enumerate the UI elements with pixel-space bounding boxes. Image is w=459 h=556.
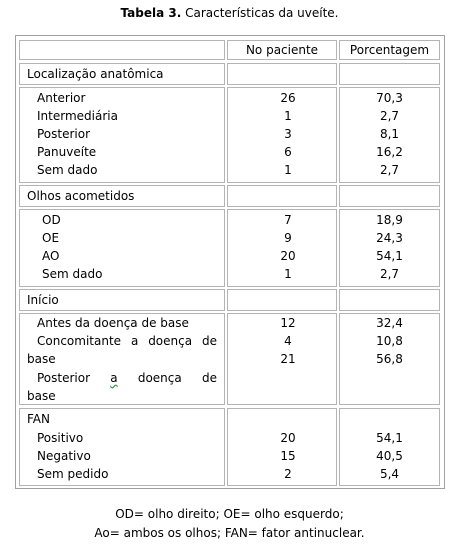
row-label: OD bbox=[42, 213, 61, 227]
row-count: 4 bbox=[284, 334, 292, 348]
row-percent: 16,2 bbox=[376, 145, 403, 159]
row-count: 9 bbox=[284, 231, 292, 245]
section-title-fan: FAN bbox=[27, 412, 50, 426]
word: Concomitante bbox=[37, 334, 122, 348]
row-percent: 70,3 bbox=[376, 91, 403, 105]
table-title-text: Características da uveíte. bbox=[181, 6, 339, 20]
row-count: 20 bbox=[280, 431, 296, 445]
labels-cell-inicio: Antes da doença de base Concomitante a d… bbox=[19, 313, 225, 405]
percent-cell-localizacao: 70,3 2,7 8,1 16,2 2,7 bbox=[339, 87, 440, 183]
row-label: Sem dado bbox=[42, 267, 103, 281]
row-percent: 54,1 bbox=[376, 249, 403, 263]
row-count: 20 bbox=[280, 249, 296, 263]
header-no-paciente: No paciente bbox=[245, 43, 319, 57]
percent-cell-fan: 54,1 40,5 5,4 bbox=[339, 408, 440, 486]
word: de bbox=[201, 334, 217, 348]
section-title-olhos: Olhos acometidos bbox=[27, 189, 135, 203]
row-label-concomitante: Concomitante a doença de bbox=[37, 332, 217, 350]
section-title-cell-blank bbox=[339, 63, 440, 85]
header-porcentagem: Porcentagem bbox=[349, 43, 430, 57]
row-count: 21 bbox=[280, 352, 296, 366]
row-label: Posterior bbox=[37, 127, 91, 141]
row-label-posterior: Posterior a doença de bbox=[37, 369, 217, 387]
row-percent: 32,4 bbox=[376, 316, 403, 330]
counts-cell-localizacao: 26 1 3 6 1 bbox=[227, 87, 337, 183]
counts-cell-fan: 20 15 2 bbox=[227, 408, 337, 486]
table-title-number: Tabela 3. bbox=[120, 6, 182, 20]
header-cell-no-paciente: No paciente bbox=[227, 40, 337, 60]
section-title-inicio: Início bbox=[27, 293, 59, 307]
row-label: Negativo bbox=[37, 449, 91, 463]
row-percent: 54,1 bbox=[376, 431, 403, 445]
percent-cell-inicio: 32,4 10,8 56,8 bbox=[339, 313, 440, 405]
section-title-cell-blank bbox=[227, 63, 337, 85]
word: doença bbox=[148, 334, 193, 348]
row-count: 6 bbox=[284, 145, 292, 159]
word: a bbox=[110, 371, 118, 385]
row-count: 2 bbox=[284, 467, 292, 481]
header-cell-empty bbox=[19, 40, 225, 60]
row-label: Antes da doença de base bbox=[37, 316, 189, 330]
labels-cell-olhos: OD OE AO Sem dado bbox=[19, 209, 225, 287]
row-percent: 24,3 bbox=[376, 231, 403, 245]
row-percent: 2,7 bbox=[379, 163, 400, 177]
section-title-cell-blank bbox=[339, 185, 440, 207]
row-count: 26 bbox=[280, 91, 296, 105]
row-count: 1 bbox=[284, 267, 292, 281]
section-title-cell-blank bbox=[339, 289, 440, 311]
row-label-cont: base bbox=[27, 352, 56, 366]
row-count: 1 bbox=[284, 109, 292, 123]
row-label: Sem dado bbox=[37, 163, 98, 177]
section-title-cell-blank bbox=[227, 185, 337, 207]
counts-cell-inicio: 12 4 21 bbox=[227, 313, 337, 405]
row-label: Positivo bbox=[37, 431, 84, 445]
word: a bbox=[130, 334, 139, 348]
row-percent: 10,8 bbox=[376, 334, 403, 348]
percent-cell-olhos: 18,9 24,3 54,1 2,7 bbox=[339, 209, 440, 287]
counts-cell-olhos: 7 9 20 1 bbox=[227, 209, 337, 287]
word: doença bbox=[137, 371, 182, 385]
section-title-cell-localizacao: Localização anatômica bbox=[19, 63, 225, 85]
header-cell-porcentagem: Porcentagem bbox=[339, 40, 440, 60]
word: de bbox=[201, 371, 217, 385]
row-percent: 2,7 bbox=[379, 267, 400, 281]
row-percent: 18,9 bbox=[376, 213, 403, 227]
row-label: Anterior bbox=[37, 91, 86, 105]
row-percent: 5,4 bbox=[379, 467, 400, 481]
table-title: Tabela 3. Características da uveíte. bbox=[0, 5, 459, 21]
section-title-cell-inicio: Início bbox=[19, 289, 225, 311]
row-label-cont: base bbox=[27, 389, 56, 403]
row-percent: 56,8 bbox=[376, 352, 403, 366]
row-label: AO bbox=[42, 249, 60, 263]
row-count: 7 bbox=[284, 213, 292, 227]
footnote-line-1: OD= olho direito; OE= olho esquerdo; bbox=[115, 507, 344, 521]
row-count: 3 bbox=[284, 127, 292, 141]
labels-cell-localizacao: Anterior Intermediária Posterior Panuveí… bbox=[19, 87, 225, 183]
row-percent: 8,1 bbox=[379, 127, 400, 141]
section-title-cell-blank bbox=[227, 289, 337, 311]
section-title-cell-olhos: Olhos acometidos bbox=[19, 185, 225, 207]
labels-cell-fan: FAN Positivo Negativo Sem pedido bbox=[19, 408, 225, 486]
row-count: 1 bbox=[284, 163, 292, 177]
row-label: Panuveíte bbox=[37, 145, 97, 159]
footnote-line-2: Ao= ambos os olhos; FAN= fator antinucle… bbox=[94, 526, 365, 540]
row-count: 15 bbox=[280, 449, 296, 463]
row-label: Sem pedido bbox=[37, 467, 109, 481]
data-table: No paciente Porcentagem Localização anat… bbox=[15, 35, 445, 489]
word: Posterior bbox=[37, 371, 91, 385]
row-count: 12 bbox=[280, 316, 296, 330]
row-label: Intermediária bbox=[37, 109, 118, 123]
row-percent: 2,7 bbox=[379, 109, 400, 123]
row-percent: 40,5 bbox=[376, 449, 403, 463]
section-title-localizacao: Localização anatômica bbox=[27, 67, 164, 81]
row-label: OE bbox=[42, 231, 60, 245]
